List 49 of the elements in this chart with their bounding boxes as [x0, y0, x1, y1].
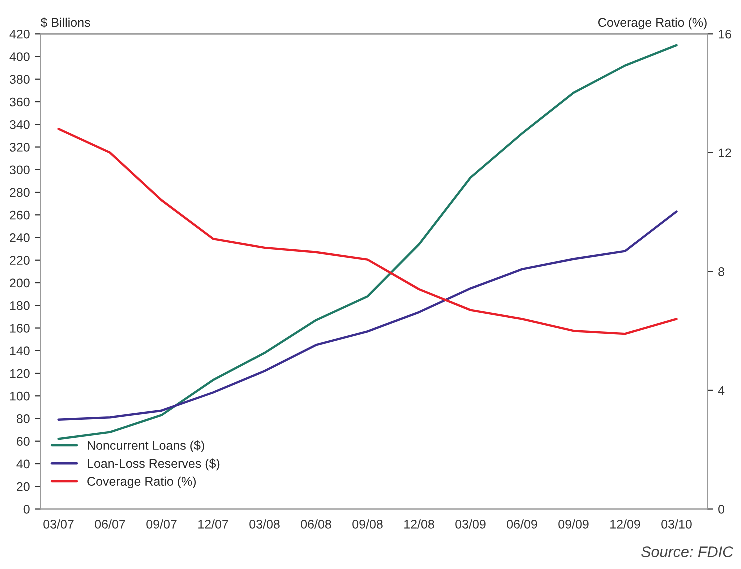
y-tick-label: 280	[10, 188, 30, 198]
y-tick-label: 140	[10, 346, 30, 356]
y2-axis-title: Coverage Ratio (%)	[598, 18, 707, 30]
legend-label: Loan-Loss Reserves ($)	[88, 458, 220, 471]
y2-tick-label: 12	[719, 148, 732, 158]
y-tick-label: 340	[10, 120, 30, 130]
y-tick-label: 420	[10, 30, 30, 39]
legend-label: Coverage Ratio (%)	[88, 476, 196, 489]
x-tick-label: 03/07	[44, 520, 74, 529]
line-series	[58, 210, 678, 421]
y-tick-label: 180	[10, 301, 30, 310]
y2-tick-label: 0	[718, 505, 725, 514]
source-note: Source: FDIC	[641, 546, 734, 558]
y-tick-label: 240	[10, 234, 30, 242]
legend-label: Noncurrent Loans ($)	[88, 440, 204, 453]
y-tick-label: 200	[10, 278, 30, 288]
x-tick-label: 03/09	[456, 520, 486, 529]
line-series	[58, 128, 678, 336]
x-tick-label: 03/10	[662, 520, 692, 529]
y2-tick-label: 16	[719, 30, 732, 39]
y-tick-label: 300	[10, 166, 30, 175]
y-tick-label: 220	[10, 256, 30, 266]
x-tick-label: 09/09	[558, 520, 589, 529]
y-tick-label: 160	[10, 324, 30, 333]
y-axis-title: $ Billions	[40, 18, 90, 28]
x-tick-label: 12/07	[198, 520, 228, 529]
x-tick-label: 03/08	[250, 520, 280, 529]
y-tick-label: 20	[17, 482, 30, 492]
y-tick-label: 320	[10, 143, 30, 152]
y-tick-label: 400	[10, 52, 30, 62]
y-tick-label: 380	[10, 75, 30, 84]
y2-tick-label: 8	[718, 268, 724, 276]
y-tick-label: 120	[10, 369, 30, 378]
x-tick-label: 12/09	[610, 520, 640, 529]
y-tick-label: 40	[16, 460, 30, 469]
y-tick-label: 360	[10, 98, 30, 107]
y2-tick-label: 4	[718, 386, 725, 396]
x-tick-label: 09/08	[352, 520, 383, 529]
y-tick-label: 260	[10, 210, 30, 220]
x-tick-label: 06/08	[301, 520, 332, 529]
y-tick-label: 60	[17, 437, 30, 446]
y-tick-label: 0	[24, 505, 30, 514]
y-tick-label: 80	[16, 414, 30, 424]
line-series	[58, 44, 678, 440]
x-tick-label: 06/07	[95, 520, 126, 529]
y-tick-label: 100	[10, 392, 30, 401]
x-tick-label: 09/07	[146, 520, 177, 529]
x-tick-label: 06/09	[507, 520, 538, 529]
x-tick-label: 12/08	[404, 520, 434, 529]
